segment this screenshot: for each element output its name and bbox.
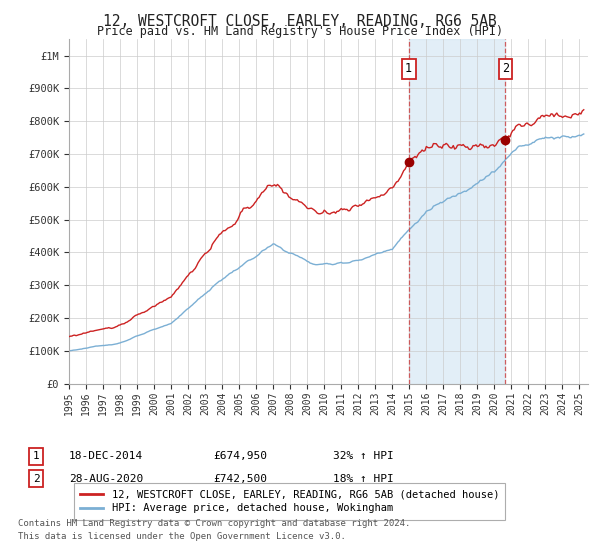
Text: 28-AUG-2020: 28-AUG-2020 bbox=[69, 474, 143, 484]
Text: £674,950: £674,950 bbox=[213, 451, 267, 461]
Bar bbox=[409, 39, 505, 384]
Text: Contains HM Land Registry data © Crown copyright and database right 2024.: Contains HM Land Registry data © Crown c… bbox=[18, 519, 410, 528]
Text: 1: 1 bbox=[405, 62, 412, 75]
Text: 1: 1 bbox=[32, 451, 40, 461]
Text: 32% ↑ HPI: 32% ↑ HPI bbox=[333, 451, 394, 461]
Text: 12, WESTCROFT CLOSE, EARLEY, READING, RG6 5AB: 12, WESTCROFT CLOSE, EARLEY, READING, RG… bbox=[103, 14, 497, 29]
Text: This data is licensed under the Open Government Licence v3.0.: This data is licensed under the Open Gov… bbox=[18, 532, 346, 541]
Text: 18-DEC-2014: 18-DEC-2014 bbox=[69, 451, 143, 461]
Text: 2: 2 bbox=[502, 62, 509, 75]
Text: Price paid vs. HM Land Registry's House Price Index (HPI): Price paid vs. HM Land Registry's House … bbox=[97, 25, 503, 38]
Legend: 12, WESTCROFT CLOSE, EARLEY, READING, RG6 5AB (detached house), HPI: Average pri: 12, WESTCROFT CLOSE, EARLEY, READING, RG… bbox=[74, 483, 505, 520]
Text: 2: 2 bbox=[32, 474, 40, 484]
Text: 18% ↑ HPI: 18% ↑ HPI bbox=[333, 474, 394, 484]
Text: £742,500: £742,500 bbox=[213, 474, 267, 484]
